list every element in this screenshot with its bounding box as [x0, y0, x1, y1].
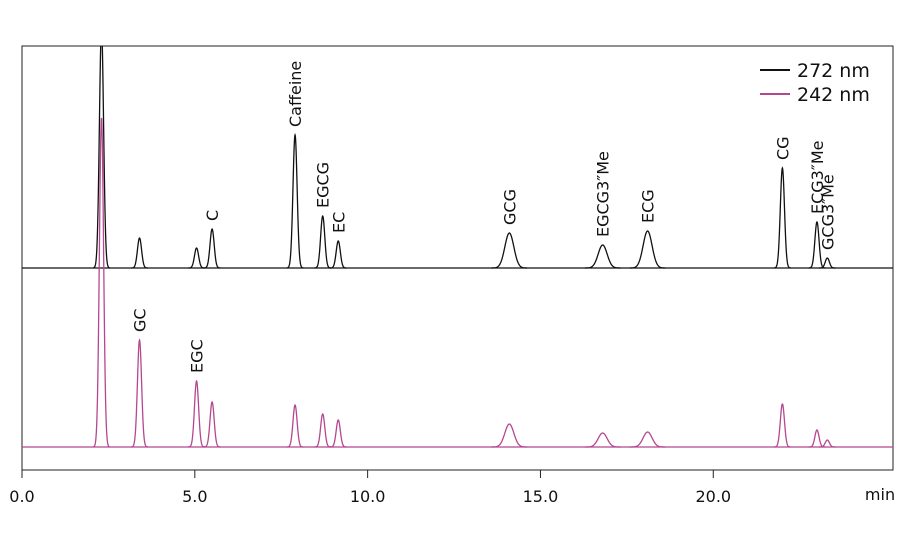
- peak: [93, 46, 110, 269]
- peak-label: ECG: [639, 189, 658, 223]
- peak: [629, 230, 666, 269]
- peak: [93, 117, 110, 448]
- peak: [584, 244, 621, 269]
- x-tick-label: 0.0: [9, 487, 34, 506]
- peak-label: GCG: [500, 189, 519, 225]
- legend-label: 242 nm: [797, 84, 870, 106]
- peak: [629, 431, 666, 448]
- peak: [774, 403, 791, 448]
- x-tick-label: 5.0: [182, 487, 207, 506]
- peak-label: EGC: [188, 339, 207, 373]
- peak-label: ECG3″Me: [808, 141, 827, 214]
- peak: [203, 228, 221, 269]
- plot-frame: [21, 45, 894, 471]
- peak: [188, 379, 205, 448]
- x-tick-label: 15.0: [523, 487, 559, 506]
- peak: [203, 401, 221, 448]
- peak: [314, 413, 332, 448]
- peak: [188, 247, 205, 269]
- peak-label: C: [203, 210, 222, 221]
- peak: [329, 240, 347, 269]
- peak: [286, 132, 304, 269]
- peak: [808, 429, 826, 448]
- peak: [774, 166, 791, 269]
- peak: [584, 432, 621, 448]
- peak-label: GC: [131, 308, 150, 332]
- peak-label: CG: [773, 136, 792, 160]
- peak-label: EGCG3″Me: [594, 151, 613, 237]
- peak: [131, 338, 148, 448]
- peak: [314, 214, 332, 269]
- peak: [131, 237, 148, 269]
- x-axis-label: min: [865, 485, 895, 504]
- peak: [819, 257, 836, 269]
- x-tick-label: 10.0: [350, 487, 386, 506]
- peak-label: EC: [329, 212, 348, 233]
- peak-label: Caffeine: [286, 61, 305, 127]
- peak: [819, 439, 836, 448]
- plot-area: [22, 46, 893, 448]
- legend-label: 272 nm: [797, 60, 870, 82]
- peak: [491, 232, 528, 269]
- x-tick-label: 20.0: [695, 487, 731, 506]
- peak-label: GCG3″Me: [818, 174, 837, 250]
- peak-label: EGCG: [314, 162, 333, 208]
- peak: [491, 423, 528, 448]
- peak: [329, 419, 347, 448]
- peak: [286, 404, 304, 448]
